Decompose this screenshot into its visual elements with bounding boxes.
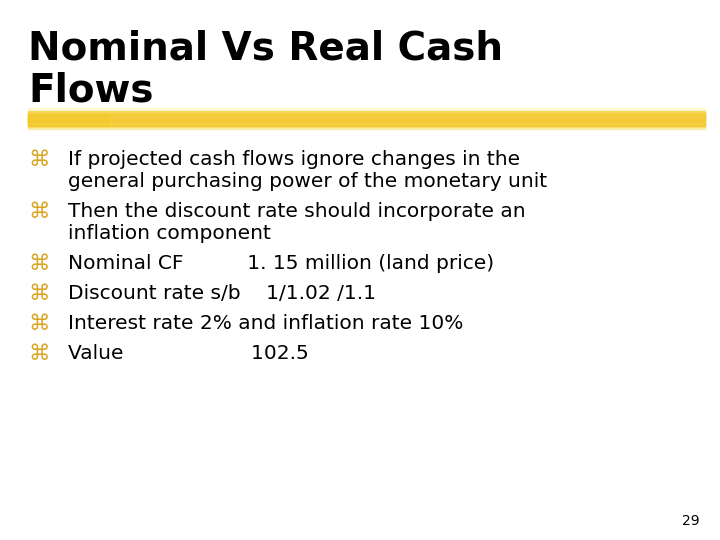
Bar: [28, 119, 705, 129]
Text: ⌘: ⌘: [28, 254, 50, 274]
Bar: [28, 115, 705, 121]
Text: Interest rate 2% and inflation rate 10%: Interest rate 2% and inflation rate 10%: [68, 314, 464, 333]
Text: Nominal Vs Real Cash: Nominal Vs Real Cash: [28, 30, 503, 68]
Text: general purchasing power of the monetary unit: general purchasing power of the monetary…: [68, 172, 547, 191]
Text: Discount rate s/b    1/1.02 /1.1: Discount rate s/b 1/1.02 /1.1: [68, 284, 376, 303]
Bar: [28, 111, 705, 125]
Text: Flows: Flows: [28, 72, 153, 110]
Text: ⌘: ⌘: [28, 314, 50, 334]
Bar: [28, 119, 705, 127]
Text: If projected cash flows ignore changes in the: If projected cash flows ignore changes i…: [68, 150, 520, 169]
Text: ⌘: ⌘: [28, 284, 50, 304]
Bar: [28, 115, 108, 126]
Text: ⌘: ⌘: [28, 150, 50, 170]
Bar: [28, 108, 705, 124]
Text: Then the discount rate should incorporate an: Then the discount rate should incorporat…: [68, 202, 526, 221]
Text: ⌘: ⌘: [28, 344, 50, 364]
Text: inflation component: inflation component: [68, 224, 271, 243]
Bar: [28, 111, 705, 123]
Bar: [28, 113, 705, 126]
Text: Nominal CF          1. 15 million (land price): Nominal CF 1. 15 million (land price): [68, 254, 494, 273]
Text: Value                    102.5: Value 102.5: [68, 344, 309, 363]
Text: ⌘: ⌘: [28, 202, 50, 222]
Text: 29: 29: [683, 514, 700, 528]
